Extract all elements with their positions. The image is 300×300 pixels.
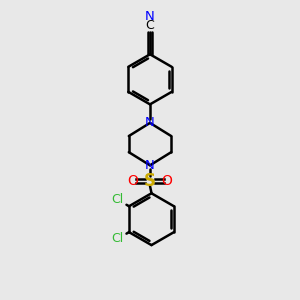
Text: S: S [144, 172, 156, 190]
Text: N: N [145, 116, 155, 129]
Text: O: O [162, 174, 172, 188]
Text: Cl: Cl [111, 193, 124, 206]
Text: C: C [146, 19, 154, 32]
Text: Cl: Cl [111, 232, 124, 245]
Text: N: N [145, 11, 155, 23]
Text: O: O [128, 174, 138, 188]
Text: N: N [145, 159, 155, 172]
